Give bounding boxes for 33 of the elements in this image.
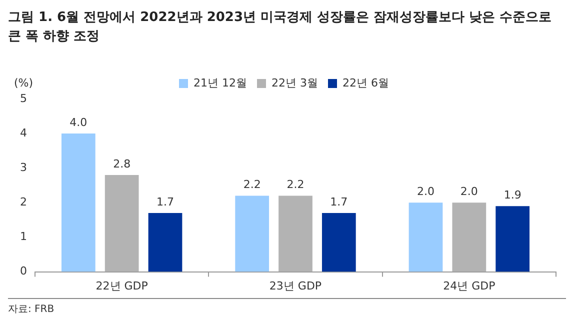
x-tick-label: 22년 GDP	[96, 279, 148, 292]
bar	[496, 206, 530, 272]
y-tick-label: 2	[20, 196, 27, 209]
bar	[322, 213, 356, 272]
bar	[408, 202, 443, 272]
y-tick-label: 4	[20, 126, 27, 140]
x-tick-label: 24년 GDP	[443, 279, 496, 292]
chart-title: 그림 1. 6월 전망에서 2022년과 2023년 미국경제 성장률은 잠재성장률보다 낮은 수준으로 큰 폭 하향 조정	[8, 9, 553, 46]
data-label: 2.2	[286, 178, 304, 192]
data-label: 4.0	[70, 116, 88, 129]
data-label: 2.0	[460, 185, 478, 198]
x-tick-label: 23년 GDP	[269, 279, 322, 292]
y-tick-label: 0	[20, 264, 27, 278]
data-label: 1.7	[330, 195, 348, 208]
legend-label: 21년 12월	[194, 76, 248, 90]
data-label: 2.8	[113, 157, 131, 170]
y-tick-label: 1	[20, 230, 27, 244]
legend-label: 22년 6월	[342, 76, 389, 90]
text: 자료: FRB	[8, 303, 56, 316]
data-label: 2.0	[417, 185, 434, 198]
y-tick-label: 3	[20, 160, 27, 174]
legend-label: 22년 3월	[272, 76, 318, 90]
bar	[452, 202, 486, 272]
data-label: 2.2	[243, 178, 261, 192]
data-label: 1.7	[156, 195, 174, 208]
data-label: 1.9	[504, 188, 522, 202]
bar	[148, 213, 182, 272]
bar	[61, 134, 96, 272]
bar	[104, 175, 139, 272]
bar	[278, 196, 312, 272]
bar	[235, 196, 270, 272]
y-axis-title: (%)	[14, 76, 34, 90]
y-tick-label: 5	[20, 92, 27, 105]
